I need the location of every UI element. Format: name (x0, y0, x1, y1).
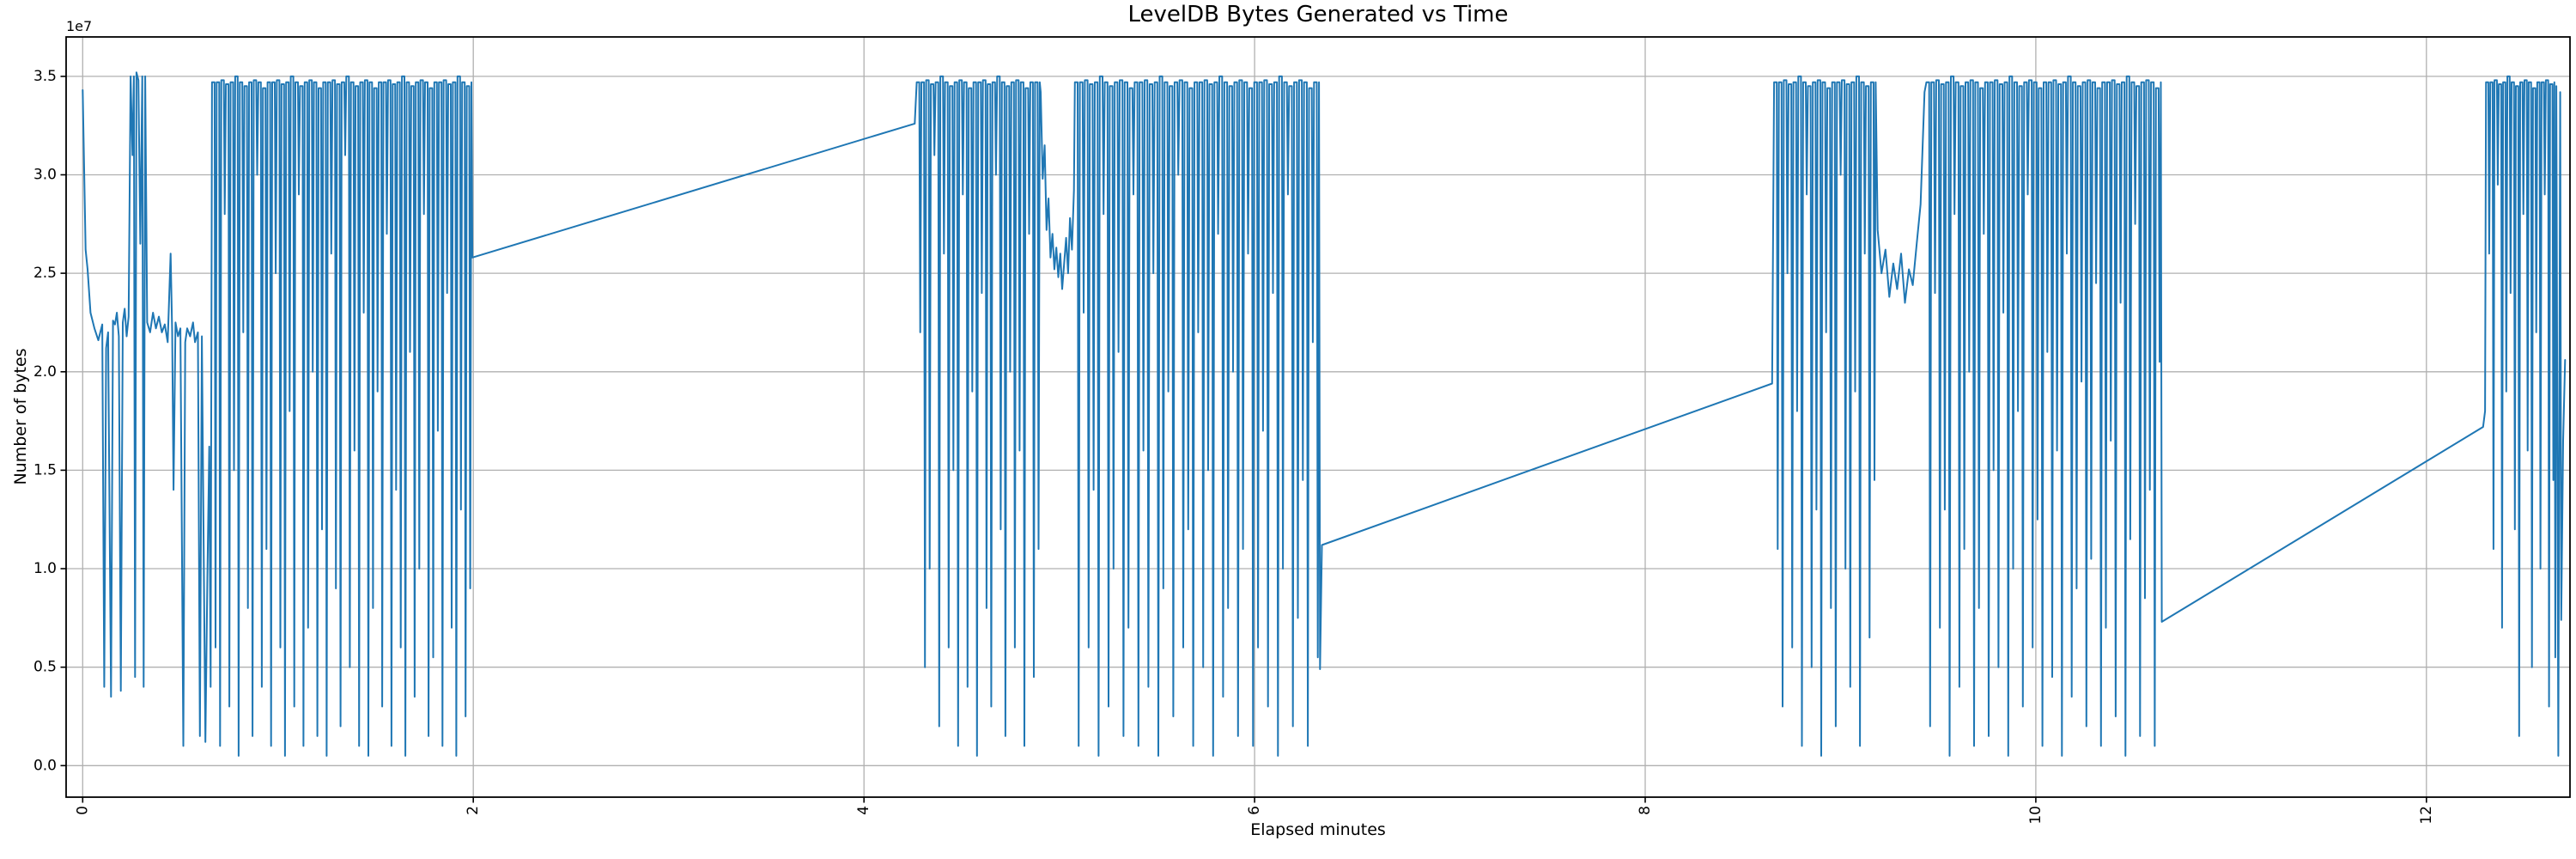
chart-title: LevelDB Bytes Generated vs Time (1127, 2, 1509, 27)
y-tick-label: 0.0 (33, 757, 57, 774)
x-tick-label: 2 (465, 806, 482, 815)
y-axis-offset-label: 1e7 (66, 18, 93, 34)
x-tick-label: 4 (855, 806, 872, 815)
y-tick-label: 0.5 (33, 659, 57, 676)
y-tick-label: 3.5 (33, 68, 57, 85)
y-tick-label: 3.0 (33, 167, 57, 184)
x-tick-label: 6 (1246, 806, 1263, 815)
y-tick-label: 1.0 (33, 560, 57, 577)
axes-spines (65, 36, 2571, 798)
x-tick-label: 10 (2027, 806, 2044, 825)
y-tick-label: 1.5 (33, 461, 57, 478)
x-axis-label: Elapsed minutes (1250, 820, 1386, 839)
y-tick-label: 2.5 (33, 265, 57, 282)
x-tick-label: 12 (2418, 806, 2435, 825)
series-line (82, 71, 2567, 757)
y-tick-label: 2.0 (33, 363, 57, 381)
x-tick-label: 0 (74, 806, 91, 815)
x-tick-label: 8 (1637, 806, 1654, 815)
